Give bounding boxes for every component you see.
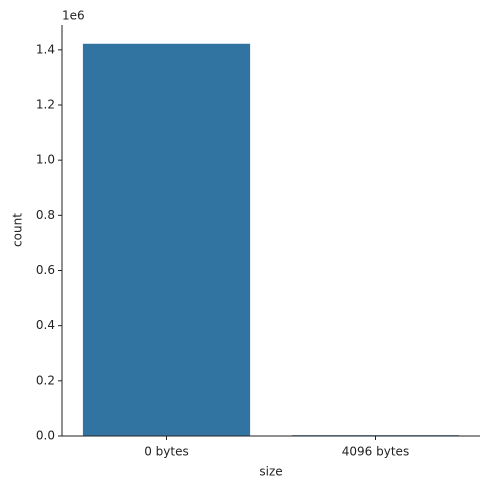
x-tick-label: 4096 bytes [342,445,409,459]
y-tick-label: 0.8 [36,208,55,222]
y-tick-label: 0.2 [36,373,55,387]
x-tick-label: 0 bytes [144,445,189,459]
x-axis-label: size [259,465,282,479]
y-offset-label: 1e6 [62,9,85,23]
y-tick-label: 1.2 [36,97,55,111]
bar [82,43,251,436]
y-tick-label: 1.4 [36,42,55,56]
y-tick-label: 0.4 [36,318,55,332]
y-axis-label: count [11,213,25,247]
y-tick-label: 0.6 [36,263,55,277]
y-tick-label: 0.0 [36,429,55,443]
y-tick-label: 1.0 [36,153,55,167]
